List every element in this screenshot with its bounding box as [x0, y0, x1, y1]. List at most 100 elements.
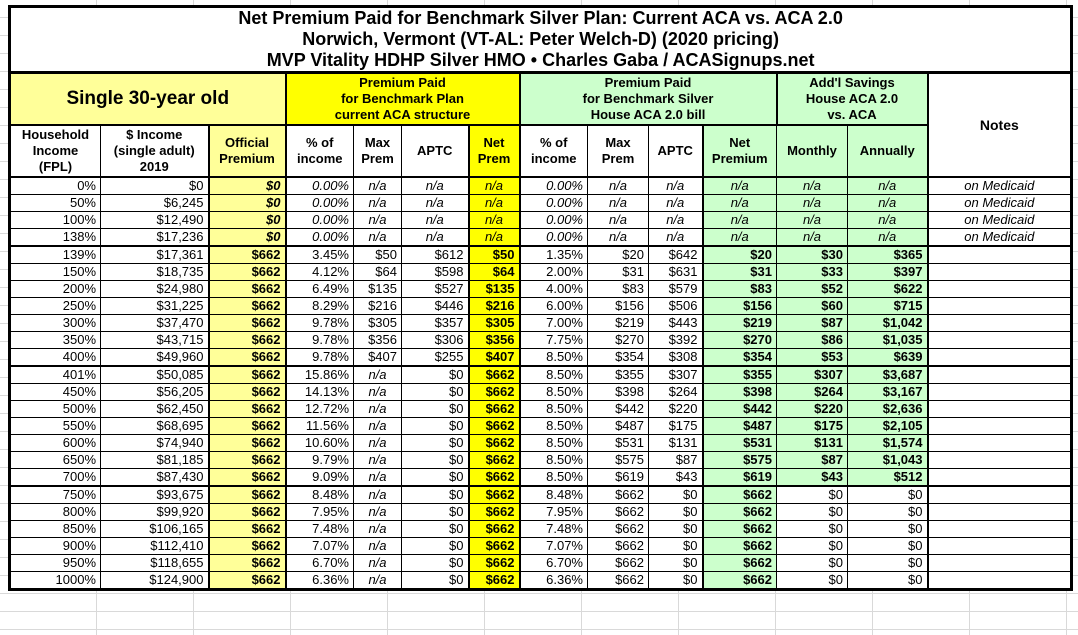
column-header-aca-pct-income: % of income	[285, 124, 354, 178]
table-title: Net Premium Paid for Benchmark Silver Pl…	[8, 6, 1073, 74]
cell-aca2-pct-income: 6.36%	[519, 570, 588, 590]
cell-aca2-max-prem: n/a	[587, 210, 649, 229]
cell-aca-aptc: $446	[401, 296, 470, 315]
cell-aca-aptc: $0	[401, 450, 470, 469]
cell-aca-net-prem: $662	[468, 570, 521, 590]
cell-savings-annually: $365	[847, 245, 929, 264]
cell-notes	[926, 347, 1073, 367]
cell-aca-net-prem: $407	[468, 347, 521, 367]
cell-income: $56,205	[100, 382, 210, 401]
cell-fpl: 450%	[9, 382, 101, 401]
cell-aca2-net-premium: $662	[702, 570, 777, 590]
cell-aca-pct-income: 14.13%	[285, 382, 354, 401]
cell-aca2-net-premium: $219	[702, 313, 777, 332]
cell-income: $0	[100, 176, 210, 195]
cell-aca-max-prem: n/a	[353, 176, 402, 195]
cell-aca2-net-premium: n/a	[702, 210, 777, 229]
cell-aca-aptc: n/a	[401, 193, 470, 212]
cell-aca2-aptc: n/a	[648, 227, 704, 247]
cell-notes	[926, 570, 1073, 590]
cell-savings-annually: $0	[847, 502, 929, 521]
cell-aca-pct-income: 8.29%	[285, 296, 354, 315]
cell-aca2-pct-income: 8.50%	[519, 467, 588, 487]
cell-savings-monthly: n/a	[776, 193, 848, 212]
cell-aca2-max-prem: $662	[587, 553, 649, 572]
cell-aca-aptc: $0	[401, 382, 470, 401]
cell-aca2-max-prem: $487	[587, 416, 649, 435]
cell-savings-annually: $0	[847, 536, 929, 555]
cell-aca2-pct-income: 0.00%	[519, 227, 588, 247]
cell-aca-aptc: $0	[401, 519, 470, 538]
cell-aca2-pct-income: 8.50%	[519, 433, 588, 452]
table-row: 300% $37,470 $662 9.78% $305 $357 $305 7.00% $21…	[9, 313, 1073, 332]
column-header-aca2-max-prem: Max Prem	[587, 124, 649, 178]
column-header-fpl: Household Income (FPL)	[9, 124, 101, 178]
cell-aca-aptc: n/a	[401, 227, 470, 247]
cell-aca-net-prem: $305	[468, 313, 521, 332]
table-row: 401% $50,085 $662 15.86% n/a $0 $662 8.50% $355 $…	[9, 365, 1073, 384]
cell-aca-max-prem: $64	[353, 262, 402, 281]
spreadsheet-area: Net Premium Paid for Benchmark Silver Pl…	[8, 5, 1074, 591]
cell-aca-aptc: $357	[401, 313, 470, 332]
cell-fpl: 100%	[9, 210, 101, 229]
table-row: 150% $18,735 $662 4.12% $64 $598 $64 2.00% $31 $6…	[9, 262, 1073, 281]
cell-notes	[926, 416, 1073, 435]
cell-aca2-aptc: $307	[648, 365, 704, 384]
column-header-savings-annually: Annually	[847, 124, 929, 178]
cell-notes	[926, 262, 1073, 281]
cell-income: $12,490	[100, 210, 210, 229]
cell-aca-net-prem: $662	[468, 519, 521, 538]
cell-savings-monthly: $30	[776, 245, 848, 264]
cell-aca-pct-income: 10.60%	[285, 433, 354, 452]
cell-fpl: 0%	[9, 176, 101, 195]
cell-aca2-net-premium: $662	[702, 519, 777, 538]
cell-aca2-max-prem: $662	[587, 536, 649, 555]
cell-aca2-pct-income: 0.00%	[519, 210, 588, 229]
cell-aca2-max-prem: $31	[587, 262, 649, 281]
cell-savings-monthly: n/a	[776, 210, 848, 229]
cell-aca2-aptc: $0	[648, 536, 704, 555]
table-row: 600% $74,940 $662 10.60% n/a $0 $662 8.50% $531 $…	[9, 433, 1073, 452]
cell-savings-monthly: $0	[776, 485, 848, 504]
cell-aca-pct-income: 6.49%	[285, 279, 354, 298]
cell-aca2-max-prem: $662	[587, 570, 649, 590]
cell-aca-pct-income: 3.45%	[285, 245, 354, 264]
cell-savings-monthly: $0	[776, 570, 848, 590]
cell-savings-monthly: $131	[776, 433, 848, 452]
table-row: 500% $62,450 $662 12.72% n/a $0 $662 8.50% $442 $…	[9, 399, 1073, 418]
cell-aca2-pct-income: 8.50%	[519, 365, 588, 384]
cell-aca2-pct-income: 7.00%	[519, 313, 588, 332]
column-header-official-premium: Official Premium	[208, 124, 287, 178]
cell-aca2-net-premium: $531	[702, 433, 777, 452]
cell-aca2-net-premium: $619	[702, 467, 777, 487]
cell-income: $118,655	[100, 553, 210, 572]
cell-savings-monthly: $33	[776, 262, 848, 281]
cell-aca2-pct-income: 8.50%	[519, 399, 588, 418]
cell-aca2-aptc: $0	[648, 519, 704, 538]
cell-savings-monthly: $0	[776, 502, 848, 521]
cell-fpl: 800%	[9, 502, 101, 521]
cell-savings-monthly: $87	[776, 313, 848, 332]
table-row: 350% $43,715 $662 9.78% $356 $306 $356 7.75% $27…	[9, 330, 1073, 349]
cell-aca2-pct-income: 4.00%	[519, 279, 588, 298]
cell-income: $112,410	[100, 536, 210, 555]
cell-aca2-aptc: $131	[648, 433, 704, 452]
cell-savings-annually: $0	[847, 570, 929, 590]
cell-notes	[926, 296, 1073, 315]
cell-official-premium: $662	[208, 262, 287, 281]
cell-aca-pct-income: 4.12%	[285, 262, 354, 281]
cell-aca-pct-income: 7.48%	[285, 519, 354, 538]
cell-aca-net-prem: $662	[468, 416, 521, 435]
cell-aca-net-prem: $216	[468, 296, 521, 315]
cell-income: $93,675	[100, 485, 210, 504]
cell-official-premium: $662	[208, 296, 287, 315]
cell-notes	[926, 399, 1073, 418]
cell-aca2-net-premium: $442	[702, 399, 777, 418]
cell-income: $6,245	[100, 193, 210, 212]
table-row: 850% $106,165 $662 7.48% n/a $0 $662 7.48% $662 $…	[9, 519, 1073, 538]
title-line-1: Net Premium Paid for Benchmark Silver Pl…	[238, 8, 843, 28]
cell-savings-annually: $0	[847, 553, 929, 572]
cell-aca-aptc: n/a	[401, 176, 470, 195]
cell-aca-max-prem: n/a	[353, 450, 402, 469]
cell-aca-net-prem: n/a	[468, 227, 521, 247]
